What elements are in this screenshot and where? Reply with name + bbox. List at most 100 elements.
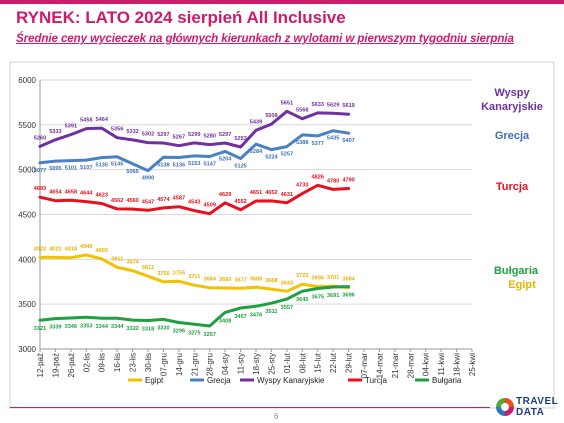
data-label: 5135	[95, 163, 107, 169]
data-label: 3353	[80, 323, 92, 329]
data-label: 3911	[111, 256, 123, 262]
data-label: 5332	[126, 129, 138, 135]
x-tick-label: 04-kwi	[422, 353, 431, 376]
legend-label: Egipt	[145, 376, 164, 385]
x-tick-label: 04-sty	[221, 353, 230, 375]
data-label: 5125	[234, 163, 246, 169]
data-label: 3675	[311, 294, 323, 300]
chart-frame	[9, 61, 555, 409]
data-label: 5145	[111, 162, 123, 168]
travel-data-logo: TRAVEL DATA	[496, 394, 560, 422]
data-label: 5619	[342, 103, 354, 109]
data-label: 5107	[80, 165, 92, 171]
legend-label: Bułgaria	[432, 376, 462, 385]
data-label: 5280	[203, 134, 215, 140]
data-label: 3688	[250, 276, 262, 282]
data-label: 3680	[219, 277, 231, 283]
data-label: 4990	[142, 176, 154, 182]
data-label: 3322	[126, 326, 138, 332]
data-label: 3696	[342, 293, 354, 299]
x-tick-label: 08-lut	[298, 352, 307, 373]
data-label: 3275	[188, 330, 200, 336]
data-label: 4587	[173, 196, 185, 202]
data-label: 4562	[111, 198, 123, 204]
data-label: 4022	[34, 246, 46, 252]
data-label: 3812	[142, 265, 154, 271]
x-tick-label: 19-paź	[51, 353, 60, 377]
series-side-label: Grecja	[495, 130, 530, 142]
x-tick-label: 02-lis	[82, 353, 91, 372]
x-tick-label: 28-gru	[206, 353, 215, 376]
series-line	[38, 129, 351, 173]
data-label: 4654	[49, 190, 62, 196]
data-label: 4693	[34, 186, 46, 192]
data-label: 3296	[173, 328, 185, 334]
data-label: 5377	[311, 141, 323, 147]
data-label: 4629	[219, 192, 231, 198]
y-tick-label: 4500	[18, 211, 36, 220]
data-label: 4049	[80, 244, 92, 250]
data-label: 5629	[327, 102, 339, 108]
data-label: 5253	[234, 136, 246, 142]
data-label: 4780	[327, 178, 339, 184]
data-label: 3645	[296, 297, 308, 303]
y-tick-label: 6000	[18, 76, 36, 85]
data-label: 5333	[49, 129, 61, 135]
data-label: 4552	[234, 199, 246, 205]
data-label: 5391	[65, 124, 77, 130]
data-label: 5065	[126, 169, 138, 175]
data-label: 3318	[142, 326, 154, 332]
data-label: 4547	[142, 199, 154, 205]
x-tick-label: 25-kwi	[468, 353, 477, 376]
data-label: 4574	[157, 197, 170, 203]
data-label: 5138	[157, 162, 169, 168]
x-tick-label: 12-paź	[36, 353, 45, 377]
series-side-label: Kanaryjskie	[481, 101, 543, 113]
data-label: 3344	[111, 324, 124, 330]
series-line	[38, 109, 351, 149]
data-label: 4509	[203, 203, 215, 209]
series-line	[38, 253, 351, 293]
data-label: 5257	[281, 152, 293, 158]
data-label: 3668	[265, 278, 277, 284]
data-label: 5633	[311, 102, 323, 108]
x-tick-label: 29-lut	[345, 352, 354, 373]
data-label: 4018	[65, 247, 77, 253]
data-label: 5464	[95, 117, 108, 123]
x-tick-label: 16-lis	[113, 353, 122, 372]
footer-rule	[10, 407, 490, 408]
data-label: 3408	[219, 318, 231, 324]
x-tick-label: 07-mar	[360, 353, 369, 379]
data-label: 3755	[173, 270, 185, 276]
data-label: 5439	[250, 119, 262, 125]
data-label: 5095	[49, 166, 61, 172]
legend-label: Wyspy Kanaryjskie	[257, 376, 325, 385]
data-label: 3701	[327, 275, 339, 281]
series-side-label: Bułgaria	[494, 265, 539, 277]
data-label: 3346	[65, 324, 77, 330]
data-label: 4623	[95, 192, 107, 198]
data-label: 4826	[311, 174, 323, 180]
data-label: 5260	[34, 135, 46, 141]
data-label: 3339	[49, 325, 61, 331]
legend-label: Turcja	[365, 376, 387, 385]
data-label: 4652	[265, 190, 277, 196]
y-tick-label: 5500	[18, 121, 36, 130]
data-label: 3330	[157, 325, 169, 331]
data-label: 5147	[203, 161, 215, 167]
data-label: 5356	[111, 127, 123, 133]
data-label: 5204	[219, 156, 232, 162]
x-tick-label: 23-lis	[129, 353, 138, 372]
data-label: 4733	[296, 183, 308, 189]
data-label: 5651	[281, 100, 293, 106]
data-label: 4644	[80, 191, 93, 197]
x-tick-label: 11-kwi	[437, 353, 446, 376]
x-tick-label: 30-lis	[144, 353, 153, 372]
data-label: 4005	[95, 248, 107, 254]
data-label: 3511	[265, 309, 277, 315]
data-label: 3321	[34, 326, 46, 332]
series-side-label: Wyspy	[494, 87, 530, 99]
data-label: 5508	[265, 113, 277, 119]
y-tick-label: 3500	[18, 300, 36, 309]
